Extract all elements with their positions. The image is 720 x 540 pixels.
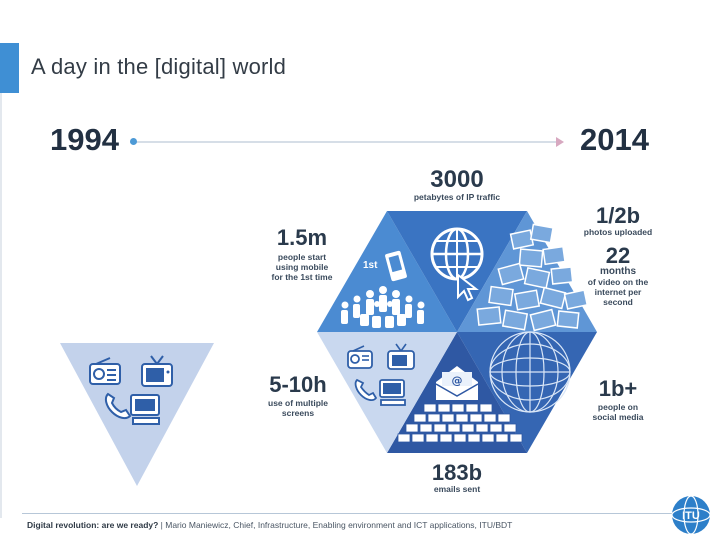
tv-icon	[141, 355, 173, 387]
computer-icon	[130, 394, 160, 425]
stat-ip-traffic: 3000 petabytes of IP traffic	[392, 166, 522, 203]
stat-photos-label: photos uploaded	[583, 227, 653, 237]
timeline-end-year: 2014	[580, 122, 649, 157]
screens-tv-icon	[387, 343, 415, 370]
screens-radio-icon	[347, 345, 373, 369]
footer-text: Digital revolution: are we ready? | Mari…	[27, 520, 512, 530]
stat-photos: 1/2b photos uploaded	[578, 203, 658, 238]
phone-icon	[104, 392, 132, 420]
stat-photos-value: 1/2b	[595, 203, 641, 228]
stat-ip-traffic-label: petabytes of IP traffic	[413, 192, 501, 202]
stat-emails: 183b emails sent	[410, 460, 504, 495]
first-time-marker: 1st	[363, 260, 378, 271]
radio-icon	[89, 357, 121, 385]
footer-rule	[22, 513, 672, 514]
timeline-line	[130, 141, 558, 143]
stat-social-label: people on social media	[592, 402, 644, 422]
globe-icon	[430, 227, 484, 281]
stat-social-value: 1b+	[598, 376, 638, 401]
left-margin-rule	[0, 93, 2, 518]
stat-video-label: of video on the internet per second	[587, 277, 649, 307]
people-sphere-icon	[489, 331, 571, 413]
cursor-icon	[457, 272, 479, 302]
email-pile-icon	[397, 403, 523, 443]
footer-title: Digital revolution: are we ready?	[27, 520, 159, 530]
footer-credit: | Mario Maniewicz, Chief, Infrastructure…	[158, 520, 513, 530]
stat-emails-value: 183b	[431, 460, 483, 485]
photos-icon	[476, 223, 589, 332]
slide-title: A day in the [digital] world	[31, 54, 287, 79]
timeline-start-year: 1994	[50, 122, 119, 157]
itu-logo-icon: ITU	[671, 495, 711, 535]
itu-logo-text: ITU	[682, 510, 700, 522]
timeline-start-dot	[130, 138, 137, 145]
stat-video-unit: months	[599, 266, 637, 277]
stat-ip-traffic-value: 3000	[430, 166, 484, 193]
stat-social: 1b+ people on social media	[580, 376, 656, 423]
stat-emails-label: emails sent	[433, 484, 481, 494]
stat-video: 22 months of video on the internet per s…	[578, 243, 658, 308]
stat-mobile-value: 1.5m	[276, 225, 328, 250]
svg-text:@: @	[452, 374, 463, 387]
stat-video-value: 22	[605, 243, 631, 268]
stat-screens-label: use of multiple screens	[268, 398, 328, 418]
crowd-icon	[341, 286, 425, 328]
stat-screens-value: 5-10h	[269, 372, 327, 397]
title-accent-bar	[0, 43, 19, 93]
envelope-icon: @	[435, 366, 479, 400]
screens-phone-icon	[354, 378, 378, 402]
screens-computer-icon	[379, 379, 406, 406]
timeline-arrow-icon	[556, 137, 564, 147]
mobile-phone-icon	[385, 250, 407, 282]
stat-screens: 5-10h use of multiple screens	[258, 372, 338, 419]
stat-mobile: 1.5m people start using mobile for the 1…	[262, 225, 342, 283]
stat-mobile-label: people start using mobile for the 1st ti…	[271, 252, 333, 282]
